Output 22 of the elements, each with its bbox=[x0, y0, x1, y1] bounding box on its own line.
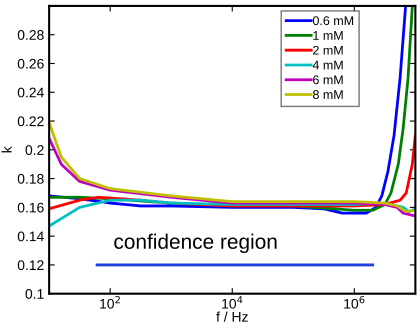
y-tick-label: 0.22 bbox=[18, 116, 44, 126]
y-tick-label: 0.14 bbox=[18, 231, 44, 242]
y-tick-label: 0.24 bbox=[18, 88, 44, 98]
y-tick-label: 0.2 bbox=[26, 145, 44, 155]
y-tick-label: 0.28 bbox=[18, 30, 44, 40]
x-tick-label: 10$^{4}$ bbox=[222, 296, 242, 309]
y-tick-label: 0.12 bbox=[18, 260, 44, 270]
legend-label: 0.6 mM bbox=[312, 16, 354, 26]
y-tick-label: 0.18 bbox=[18, 174, 44, 184]
legend-label: 6 mM bbox=[313, 75, 343, 84]
x-tick-label: 10$^{6}$ bbox=[344, 296, 364, 309]
y-tick-label: 0.16 bbox=[18, 202, 44, 213]
x-axis-title: f / Hz bbox=[216, 312, 248, 322]
legend-label: 1 mM bbox=[313, 31, 343, 40]
y-axis-title: k bbox=[2, 146, 12, 152]
legend-label: 8 mM bbox=[312, 90, 343, 100]
y-tick-label: 0.26 bbox=[18, 58, 44, 69]
y-tick-label: 0.1 bbox=[26, 289, 44, 299]
annotation: confidence region bbox=[114, 234, 277, 254]
legend-label: 4 mM bbox=[312, 60, 343, 70]
legend-label: 2 mM bbox=[313, 46, 343, 55]
x-tick-label: 10$^{2}$ bbox=[100, 296, 120, 309]
